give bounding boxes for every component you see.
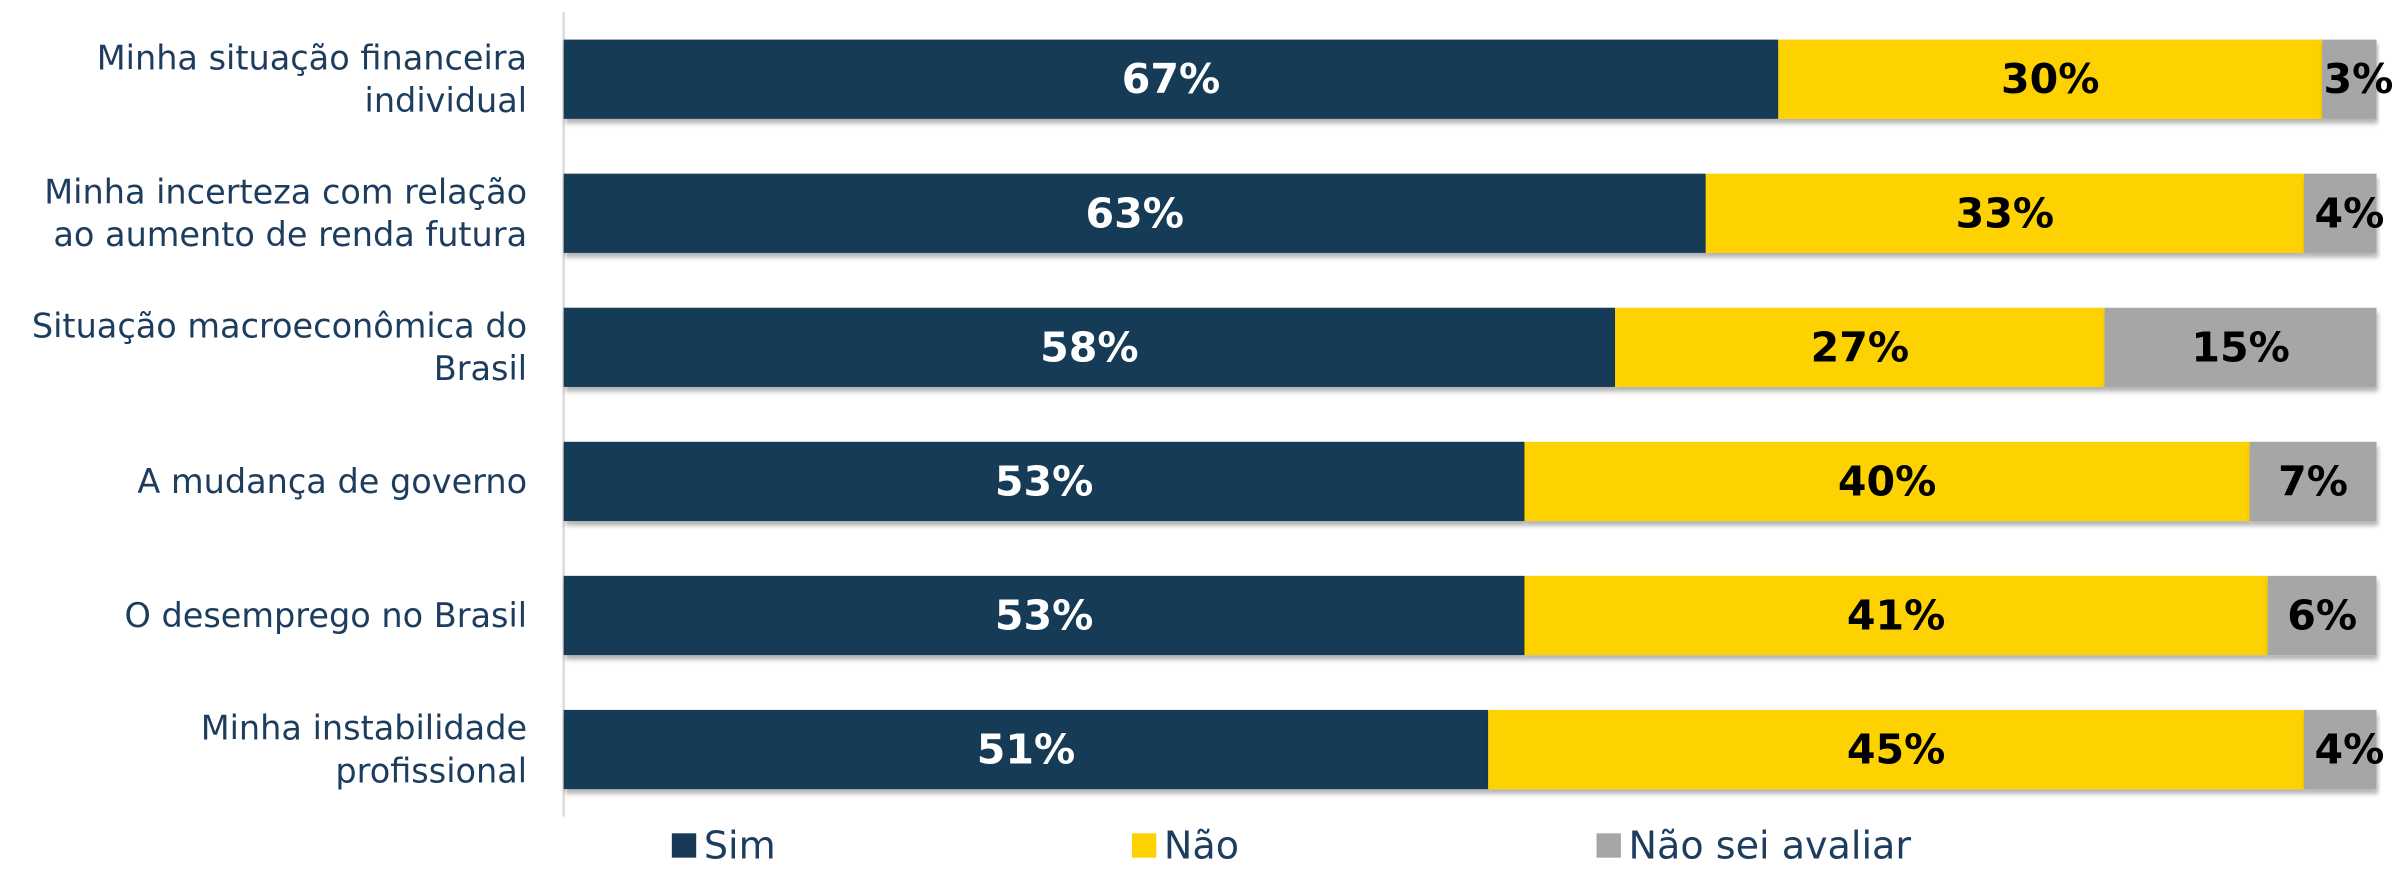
bar-segment (1615, 307, 2105, 387)
category-line: Brasil (434, 349, 527, 388)
value-label: 45% (1847, 726, 1945, 774)
category-line: ao aumento de renda futura (53, 215, 527, 254)
legend-swatch (671, 833, 697, 858)
value-label: 67% (1122, 55, 1220, 103)
value-label: 15% (2191, 323, 2289, 371)
category-line: O desemprego no Brasil (124, 596, 527, 635)
value-label: 40% (1838, 457, 1936, 505)
category-line: Minha incerteza com relação (44, 172, 527, 211)
bar-segment (563, 307, 1616, 387)
bar-segment (2267, 575, 2377, 656)
bar-segment (1778, 39, 2323, 119)
bar-segment (2304, 173, 2377, 253)
category-label: Minha incerteza com relação ao aumento de… (44, 172, 527, 254)
bar-segment (563, 575, 1525, 656)
value-label: 53% (995, 457, 1093, 505)
bar-segment (1705, 173, 2305, 253)
category-label: A mudança de governo (137, 462, 527, 501)
category-label: O desemprego no Brasil (124, 596, 527, 635)
category-line: A mudança de governo (137, 462, 527, 501)
value-label: 33% (1956, 189, 2054, 237)
category-line: Situação macroeconômica do (32, 307, 527, 346)
value-label: 58% (1040, 323, 1138, 371)
bar-segment (563, 709, 1489, 790)
bar-segment (563, 39, 1779, 119)
bar-segment (1524, 575, 2268, 656)
category-label: Minha situação financeira individual (97, 38, 527, 120)
bar-segment (563, 173, 1706, 253)
bar-segment (2304, 709, 2377, 790)
bar-segment (1524, 441, 2250, 522)
value-label: 4% (2314, 726, 2384, 774)
legend-label: Não (1164, 823, 1239, 867)
value-label: 27% (1811, 323, 1909, 371)
value-label: 3% (2324, 55, 2394, 103)
category-line: Minha instabilidade (201, 709, 527, 748)
category-label: Minha instabilidade profissional (201, 709, 527, 791)
value-label: 6% (2287, 591, 2357, 639)
legend-label: Sim (704, 823, 776, 867)
value-label: 51% (977, 726, 1075, 774)
category-line: Minha situação financeira (97, 38, 527, 77)
bar-segment (2104, 307, 2377, 387)
category-line: profissional (335, 751, 527, 790)
value-label: 63% (1085, 189, 1183, 237)
value-label: 4% (2314, 189, 2384, 237)
value-label: 30% (2001, 55, 2099, 103)
bar-segment (563, 441, 1525, 522)
bar-segment (1488, 709, 2305, 790)
legend-swatch (1131, 833, 1157, 858)
category-line: individual (365, 81, 528, 120)
value-label: 7% (2278, 457, 2348, 505)
legend-swatch (1596, 833, 1621, 858)
legend-label: Não sei avaliar (1629, 823, 1912, 867)
bar-segment (2249, 441, 2377, 522)
value-label: 41% (1847, 591, 1945, 639)
category-label: Situação macroeconômica do Brasil (32, 307, 527, 389)
value-label: 53% (995, 591, 1093, 639)
bar-segment (2322, 39, 2377, 119)
